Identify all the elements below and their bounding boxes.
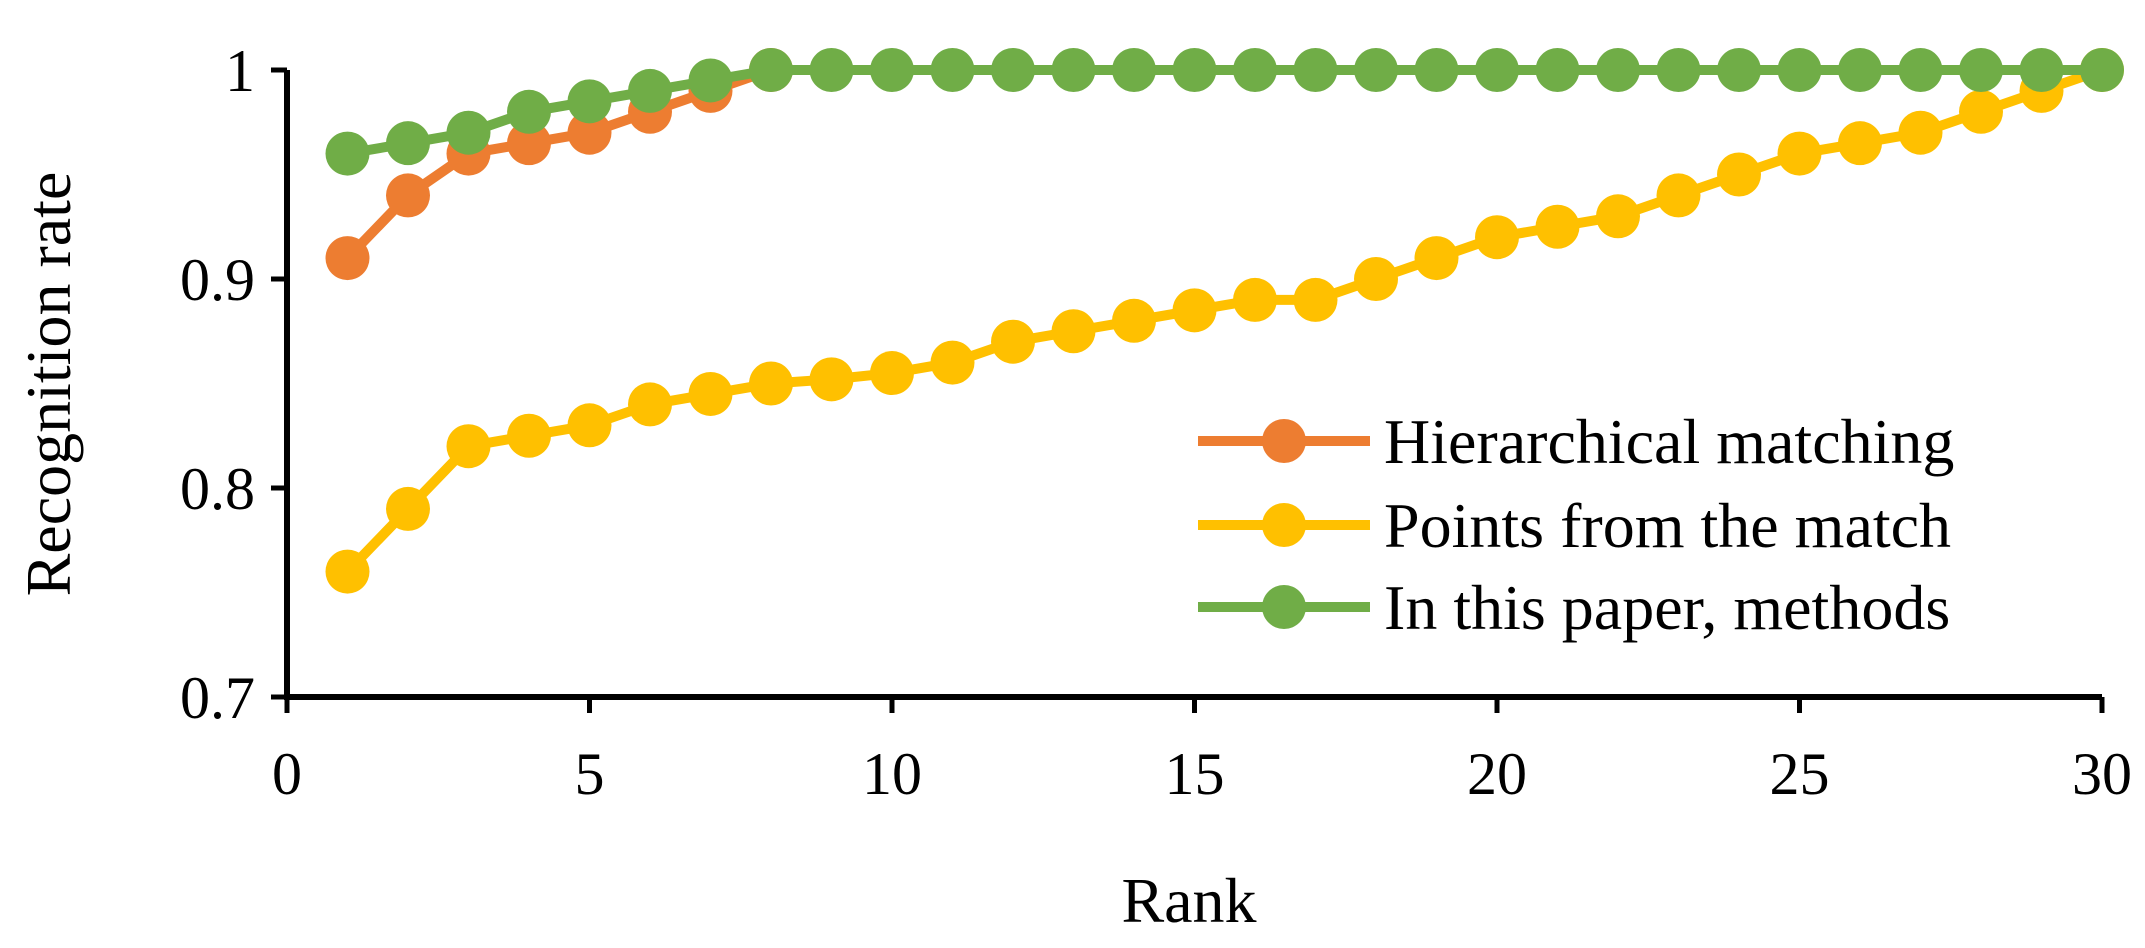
- data-point: [1051, 48, 1096, 92]
- data-point: [991, 319, 1035, 364]
- legend-label: In this paper, methods: [1384, 572, 1950, 643]
- data-point: [1414, 236, 1459, 281]
- data-point: [1535, 48, 1580, 92]
- data-point: [1233, 277, 1277, 322]
- ticks: 0 5 10 15 20 25 30 0.7 0.8 0.9 1: [180, 38, 2132, 807]
- data-point: [870, 351, 914, 396]
- data-point: [1475, 48, 1519, 92]
- data-point: [991, 48, 1035, 92]
- legend-item: Hierarchical matching: [1198, 406, 1954, 477]
- legend-label: Hierarchical matching: [1384, 406, 1954, 477]
- data-point: [567, 403, 612, 448]
- data-point: [1535, 204, 1580, 249]
- data-point: [1172, 48, 1217, 92]
- data-point: [1656, 173, 1701, 218]
- data-point: [1354, 48, 1398, 92]
- x-tick-label: 15: [1165, 741, 1225, 807]
- data-point: [1959, 48, 2003, 92]
- x-tick-label: 20: [1467, 741, 1527, 807]
- data-point: [1596, 194, 1640, 239]
- data-point: [1656, 48, 1701, 92]
- data-point: [325, 549, 370, 594]
- y-tick-label: 0.7: [180, 665, 255, 731]
- x-tick-label: 5: [575, 741, 605, 807]
- legend: Hierarchical matching Points from the mat…: [1198, 406, 1954, 643]
- y-tick-label: 1: [225, 38, 255, 104]
- data-point: [446, 110, 491, 155]
- data-point: [1051, 309, 1096, 354]
- data-point: [1172, 288, 1217, 333]
- data-point: [1838, 121, 1882, 166]
- data-point: [1233, 48, 1277, 92]
- data-point: [749, 48, 793, 92]
- data-point: [749, 361, 793, 406]
- data-point: [930, 48, 975, 92]
- data-point: [1293, 48, 1338, 92]
- data-point: [507, 413, 551, 458]
- series-1: [325, 48, 2124, 594]
- data-point: [386, 121, 430, 166]
- x-tick-label: 30: [2072, 741, 2132, 807]
- data-point: [446, 424, 491, 469]
- data-point: [1112, 298, 1156, 343]
- y-tick-label: 0.8: [180, 456, 255, 522]
- data-point: [325, 236, 370, 281]
- y-axis-title: Recognition rate: [13, 172, 84, 597]
- series-layer: [325, 48, 2124, 594]
- x-axis-title: Rank: [1121, 865, 1256, 936]
- legend-item: Points from the match: [1198, 490, 1951, 561]
- data-point: [809, 48, 854, 92]
- data-point: [1293, 277, 1338, 322]
- x-tick-label: 0: [272, 741, 302, 807]
- data-point: [567, 110, 612, 155]
- data-point: [809, 357, 854, 402]
- data-point: [1898, 110, 1943, 155]
- data-point: [1112, 48, 1156, 92]
- y-tick-label: 0.9: [180, 247, 255, 313]
- data-point: [628, 382, 672, 427]
- data-point: [2080, 48, 2124, 92]
- data-point: [386, 486, 430, 531]
- data-point: [1596, 48, 1640, 92]
- data-point: [567, 79, 612, 124]
- data-point: [1838, 48, 1882, 92]
- legend-marker: [1262, 419, 1306, 463]
- data-point: [507, 89, 551, 134]
- data-point: [1475, 215, 1519, 260]
- data-point: [1354, 257, 1398, 301]
- data-point: [688, 371, 733, 416]
- data-point: [930, 340, 975, 385]
- data-point: [1898, 48, 1943, 92]
- series-2: [325, 48, 2124, 176]
- data-point: [870, 48, 914, 92]
- data-point: [1414, 48, 1459, 92]
- data-point: [688, 58, 733, 103]
- data-point: [325, 131, 370, 176]
- data-point: [1717, 48, 1761, 92]
- data-point: [1959, 89, 2003, 134]
- x-tick-label: 25: [1770, 741, 1830, 807]
- data-point: [2019, 48, 2064, 92]
- legend-marker: [1262, 503, 1306, 547]
- data-point: [386, 173, 430, 218]
- data-point: [1777, 131, 1822, 176]
- data-point: [1717, 152, 1761, 197]
- data-point: [628, 68, 672, 113]
- legend-label: Points from the match: [1384, 490, 1951, 561]
- legend-item: In this paper, methods: [1198, 572, 1950, 643]
- x-tick-label: 10: [862, 741, 922, 807]
- data-point: [507, 121, 551, 166]
- data-point: [1777, 48, 1822, 92]
- legend-marker: [1262, 585, 1306, 629]
